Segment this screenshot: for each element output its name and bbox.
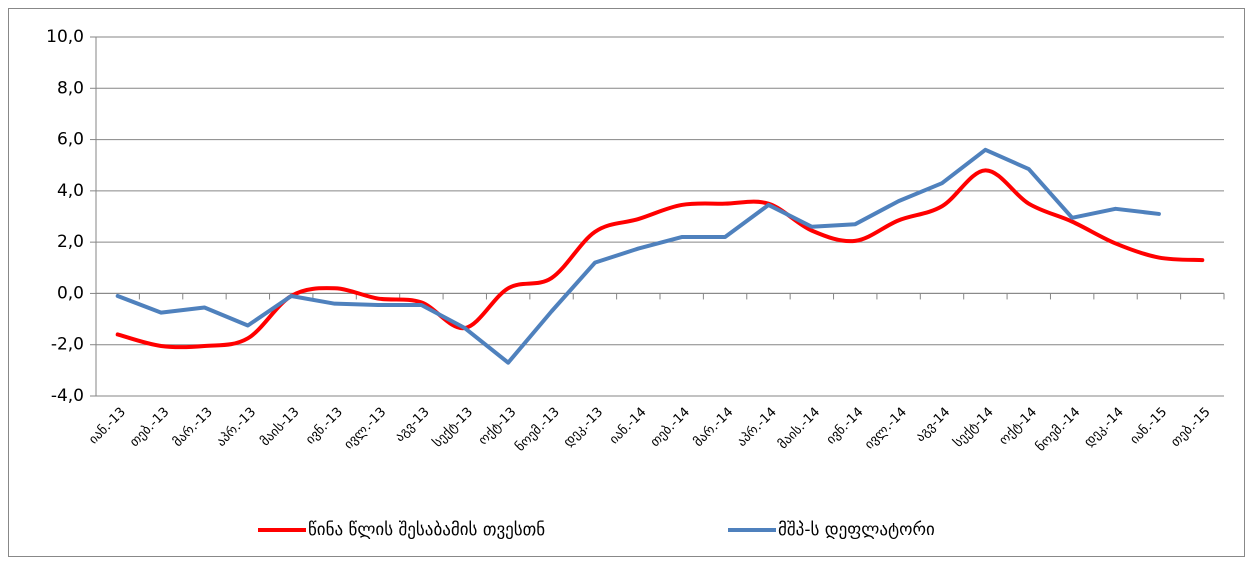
y-tick-label: 2,0 [57,232,84,252]
y-tick-label: 8,0 [57,78,84,98]
y-tick-label: 4,0 [57,181,84,201]
line-series [115,168,1205,350]
y-tick-label: -2,0 [51,335,84,355]
chart-border [8,8,1245,557]
y-tick-label: 10,0 [46,27,84,47]
y-tick-label: 0,0 [57,283,84,303]
y-tick-label: -4,0 [51,386,84,406]
legend-label: წინა წლის შესაბამის თვესთნ [308,520,545,540]
line-series [115,147,1161,365]
legend-label: მშპ-ს დეფლატორი [778,520,935,540]
y-tick-label: 6,0 [57,130,84,150]
